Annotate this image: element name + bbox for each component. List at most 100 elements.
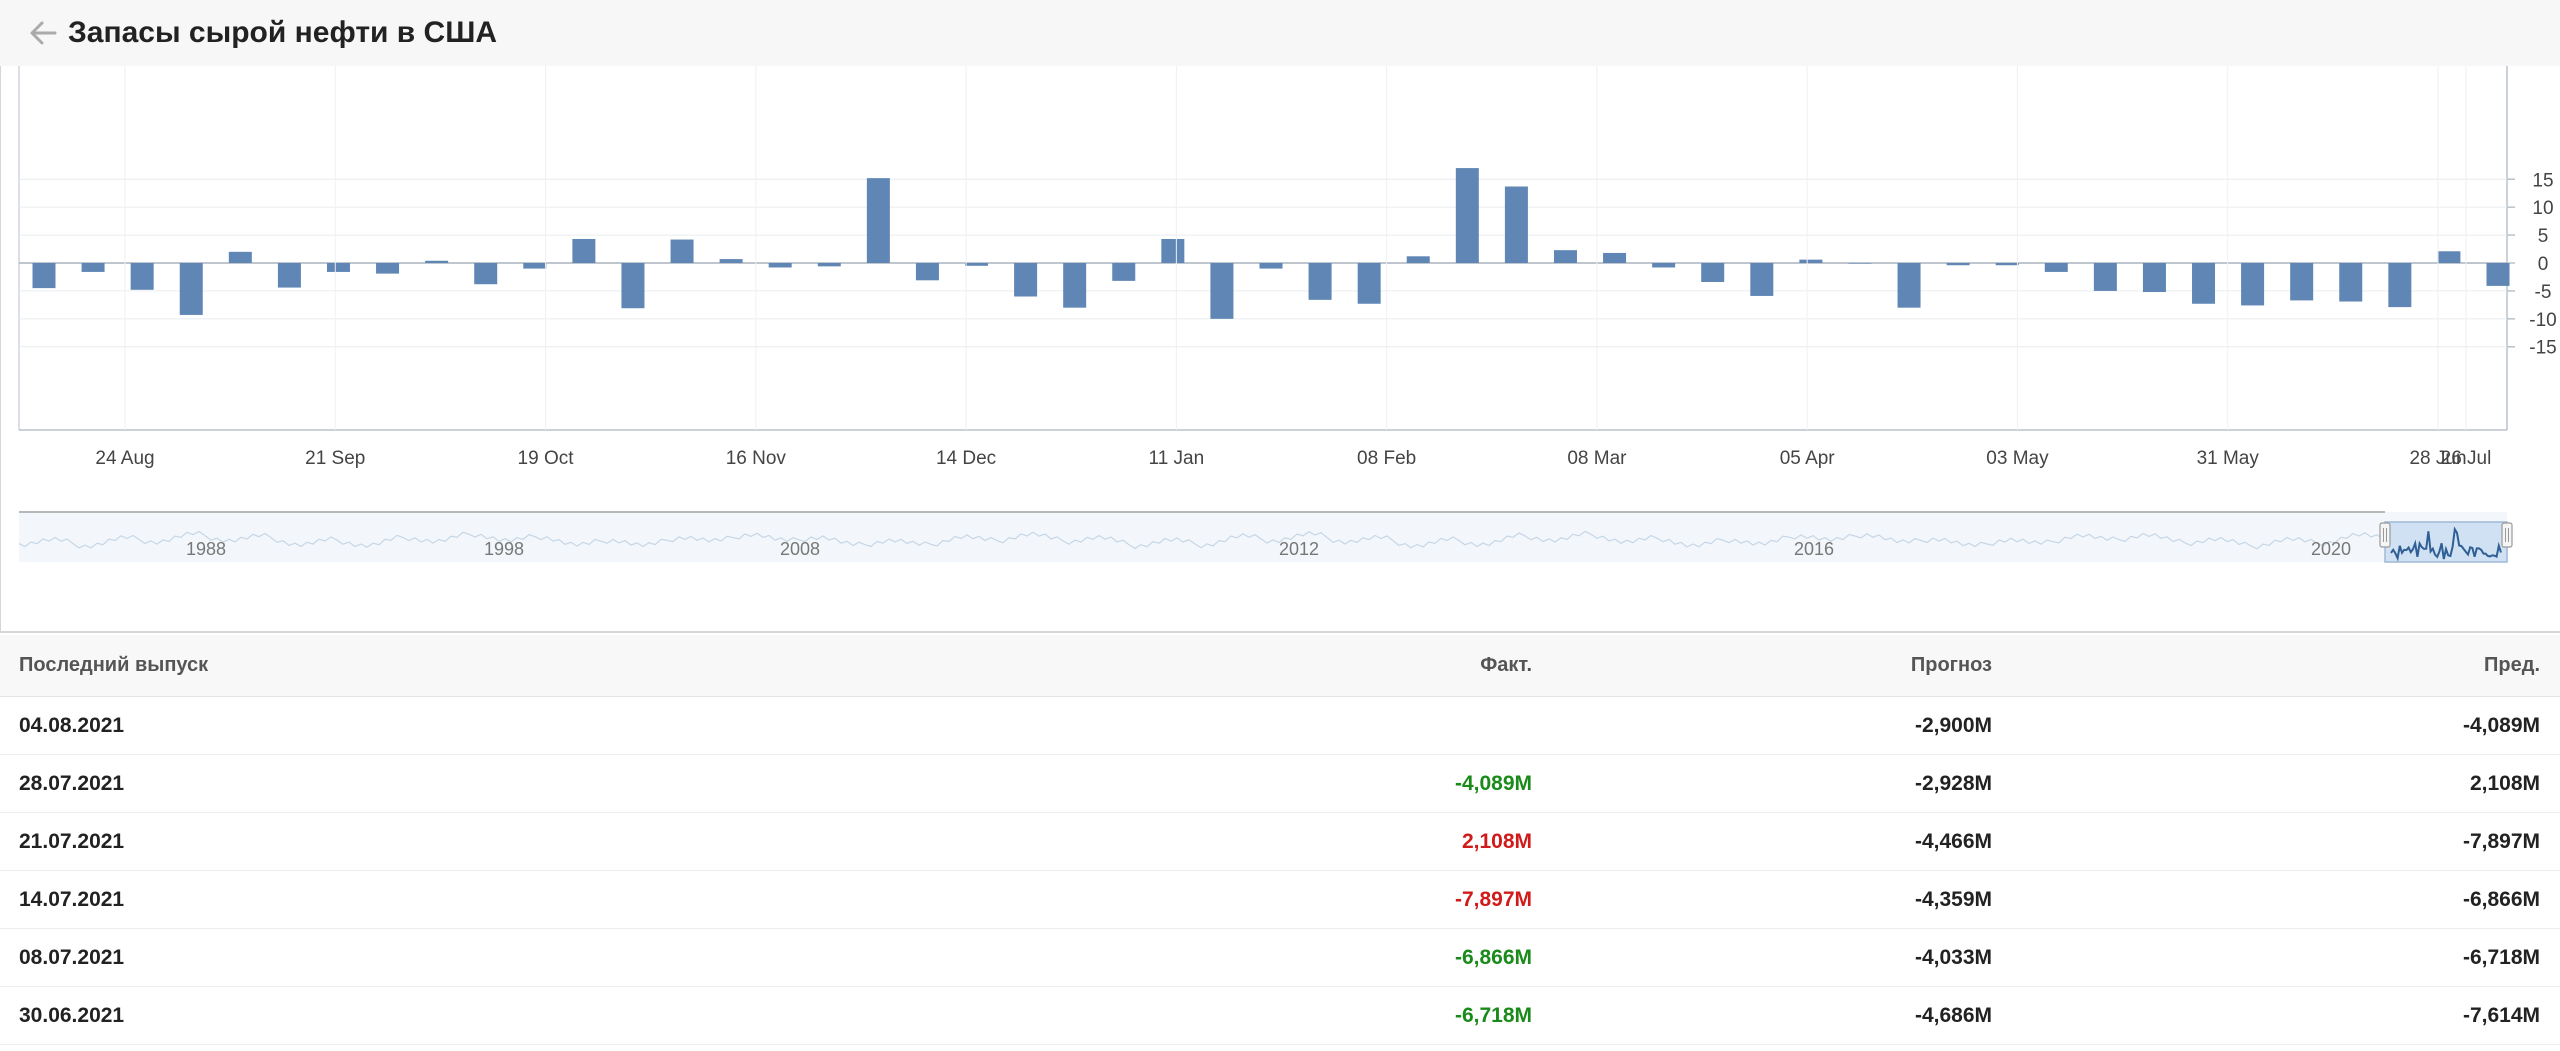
row-actual: -7,897M <box>1454 887 1532 911</box>
chart-bar <box>1014 263 1038 297</box>
chart-bar <box>965 263 989 266</box>
x-tick-label: 11 Jan <box>1149 448 1205 469</box>
navigator-handle[interactable] <box>2379 522 2391 548</box>
row-forecast: -4,033M <box>1914 945 1992 969</box>
chart-bar <box>277 263 301 288</box>
x-tick-label: 14 Dec <box>936 448 996 469</box>
chart-bar <box>2388 263 2412 308</box>
chart-bar <box>621 263 645 309</box>
header-date: Последний выпуск <box>19 654 209 676</box>
chart-bar <box>1553 250 1577 263</box>
x-tick-label: 08 Feb <box>1357 448 1416 469</box>
row-previous: -4,089M <box>2462 713 2540 737</box>
chart-bar <box>572 238 596 263</box>
chart-bar <box>915 263 939 281</box>
chart-bar <box>2142 263 2166 293</box>
chart-bar <box>228 251 252 263</box>
chart-bar <box>1799 259 1823 263</box>
chart-bar <box>2486 263 2510 286</box>
back-button[interactable] <box>26 16 60 50</box>
x-tick-label: 05 Apr <box>1780 448 1836 469</box>
y-tick-label: 15 <box>2532 170 2553 191</box>
chart-bar <box>1112 263 1136 281</box>
chart-bar <box>1946 263 1970 266</box>
chart-bar <box>1063 263 1087 308</box>
row-date: 14.07.2021 <box>19 887 125 911</box>
row-previous: -6,718M <box>2462 945 2540 969</box>
table-row: 08.07.2021 -6,866M -4,033M -6,718M <box>0 929 2560 987</box>
chart-bar <box>1897 263 1921 308</box>
row-forecast: -4,359M <box>1914 887 1992 911</box>
chart-bar <box>1259 263 1283 269</box>
chart-bar <box>866 178 890 263</box>
x-tick-label: 08 Mar <box>1567 448 1627 469</box>
navigator-selected-series <box>2390 526 2502 562</box>
navigator-year-label: 2020 <box>2311 539 2351 559</box>
chart-bar <box>1210 263 1234 319</box>
header-forecast: Прогноз <box>1910 654 1992 676</box>
row-actual: 2,108M <box>1461 829 1532 853</box>
row-previous: -6,866M <box>2462 887 2540 911</box>
chart-container: 15 10 5 0 -5 -10 -15 24 Aug 21 Sep 19 Oct 16 Nov 14… <box>0 66 2560 633</box>
table-row: 21.07.2021 2,108M -4,466M -7,897M <box>0 813 2560 871</box>
chart-bar <box>1504 186 1528 263</box>
chart-bar <box>523 263 547 269</box>
x-tick-label: 26 Jul <box>2441 448 2492 469</box>
table-row: 28.07.2021 -4,089M -2,928M 2,108M <box>0 755 2560 813</box>
y-tick-label: 5 <box>2538 226 2549 247</box>
chart-bar <box>1603 252 1627 263</box>
y-tick-label: -5 <box>2535 282 2552 303</box>
chart-bar <box>1995 263 2019 266</box>
chart-bar <box>376 263 400 274</box>
chart-bar <box>326 263 350 272</box>
header-previous: Пред. <box>2484 654 2540 676</box>
chart-bar <box>1406 256 1430 263</box>
chart-bar <box>1701 263 1725 282</box>
page-header: Запасы сырой нефти в США <box>0 0 2560 66</box>
x-tick-label: 31 May <box>2197 448 2260 469</box>
releases-table: Последний выпуск Факт. Прогноз Пред. 04.… <box>0 635 2560 1045</box>
chart-bar <box>1750 263 1774 296</box>
chart-bar <box>1652 263 1676 268</box>
chart-bar <box>130 263 154 290</box>
x-tick-label: 28 Jun <box>2409 448 2466 469</box>
y-tick-label: -10 <box>2529 310 2556 331</box>
x-tick-label: 21 Sep <box>305 448 365 469</box>
chart-bar <box>2044 263 2068 272</box>
x-tick-label: 03 May <box>1986 448 2049 469</box>
chart-bar <box>81 263 105 272</box>
chart-bar <box>425 260 449 263</box>
arrow-left-icon <box>30 21 57 45</box>
row-actual: -6,866M <box>1454 945 1532 969</box>
chart-bar <box>817 263 841 267</box>
chart-bar <box>719 259 743 263</box>
chart-bar <box>1161 238 1185 263</box>
chart-bar <box>474 263 498 285</box>
row-date: 08.07.2021 <box>19 945 125 969</box>
row-date: 30.06.2021 <box>19 1003 125 1027</box>
row-forecast: -4,466M <box>1914 829 1992 853</box>
navigator-year-label: 1988 <box>186 539 226 559</box>
row-date: 21.07.2021 <box>19 829 125 853</box>
y-tick-label: 10 <box>2532 198 2553 219</box>
y-tick-label: 0 <box>2538 254 2549 275</box>
chart-bar <box>2437 251 2461 263</box>
chart-bar <box>2192 263 2216 304</box>
chart-bar <box>2339 263 2363 302</box>
chart-bar <box>32 263 56 289</box>
chart-bar <box>2093 263 2117 291</box>
chart-bar <box>1308 263 1332 300</box>
row-previous: -7,614M <box>2462 1003 2540 1027</box>
row-previous: 2,108M <box>2469 771 2540 795</box>
table-row: 04.08.2021 -2,900M -4,089M <box>0 697 2560 755</box>
chart-bar <box>768 263 792 268</box>
chart-bar <box>1455 168 1479 263</box>
bar-chart: 15 10 5 0 -5 -10 -15 24 Aug 21 Sep 19 Oct 16 Nov 14… <box>18 66 2557 563</box>
table-header: Последний выпуск Факт. Прогноз Пред. <box>0 635 2560 697</box>
navigator-handle[interactable] <box>2501 522 2513 548</box>
x-tick-label: 16 Nov <box>726 448 787 469</box>
row-date: 04.08.2021 <box>19 713 125 737</box>
navigator-year-label: 2012 <box>1279 539 1319 559</box>
chart-bar <box>179 263 203 315</box>
navigator-year-label: 2008 <box>780 539 820 559</box>
